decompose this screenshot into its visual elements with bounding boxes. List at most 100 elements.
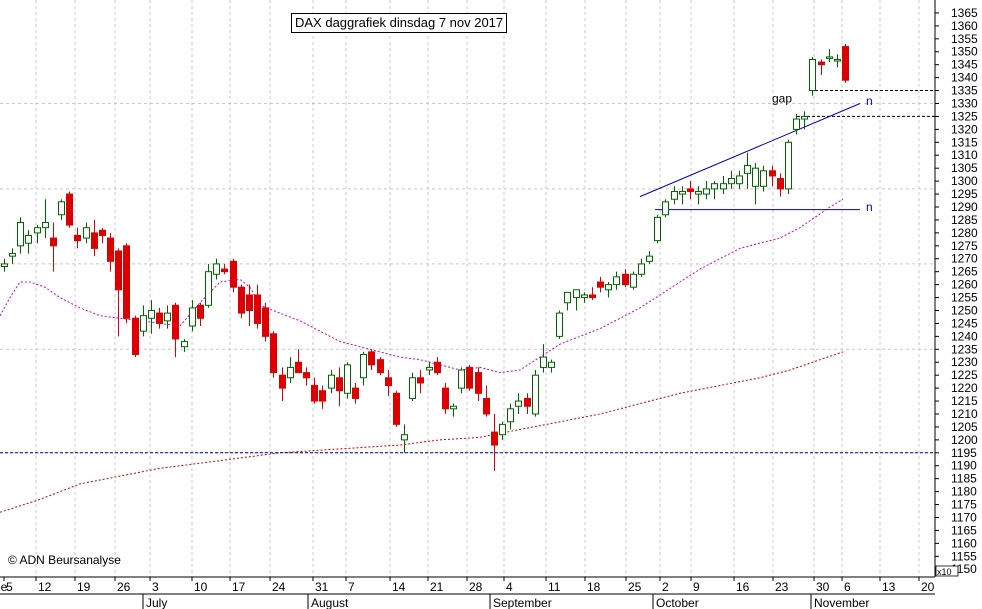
candle-body [115,250,122,291]
candle-body [450,405,457,410]
candle-body [564,291,571,304]
candle-body [483,397,490,415]
candle-body [793,118,800,130]
x-tick-label: 7 [348,580,355,594]
x-tick-label: 11 [548,580,561,594]
candle-body [148,309,155,319]
candle-body [687,188,694,192]
series-layer [0,198,844,513]
candle-body [605,284,612,291]
y-tick-label: 1210 [951,407,978,421]
candle-body [507,408,514,423]
candle-body [638,263,645,275]
y-tick-label: 1300 [951,174,978,188]
candle-body [458,369,465,389]
y-tick-label: 1350 [951,45,978,59]
candle-body [50,237,57,247]
candle-body [491,431,498,446]
x-tick-label: 21 [430,580,444,594]
moving-average-line [0,351,844,513]
candle-body [434,361,441,374]
annotation-layer: gap n n [772,91,873,214]
candle-body [246,294,253,311]
candle-body [589,294,596,299]
y-tick-label: 1220 [951,381,978,395]
x-tick-label: 13 [882,580,896,594]
candle-body [540,356,547,368]
candle-body [597,281,604,288]
candle-body [189,307,196,327]
y-tick-label: 1320 [951,122,978,136]
candle-body [132,317,139,355]
y-tick-label: 1215 [951,394,978,408]
chart-title: DAX daggrafiek dinsdag 7 nov 2017 [291,13,508,33]
candle-body [74,234,81,242]
x-tick-label: 10 [194,580,208,594]
candle-body [654,216,661,242]
x-tick-label: 23 [775,580,789,594]
x-tick-label: 9 [693,580,700,594]
x-tick-label: 4 [506,580,513,594]
candle-body [287,366,294,379]
x-tick-label: 3 [152,580,159,594]
candle-body [475,372,482,394]
candle-body [311,385,318,402]
candle-body [270,333,277,374]
candle-body [197,304,204,319]
candle-body [393,392,400,425]
candle-body [25,234,32,244]
x-tick-label: 2 [662,580,669,594]
x-tick-label: 19 [77,580,91,594]
y-tick-label: 1155 [951,549,977,563]
y-tick-label: 1365 [951,6,978,20]
candle-body [123,245,130,319]
y-tick-label: 1160 [951,536,977,550]
x-partial-label: ne [0,580,8,594]
candle-body [426,366,433,371]
y-tick-label: 1315 [951,135,978,149]
candle-body [556,312,563,337]
candle-body [728,178,735,185]
y-tick-label: 1310 [951,148,978,162]
candle-body [377,359,384,374]
candle-body [613,276,620,286]
y-tick-label: 1225 [951,368,978,382]
y-tick-label: 1265 [951,265,978,279]
candle-body [295,361,302,374]
candle-body [221,268,228,273]
y-tick-label: 1255 [951,291,978,305]
candle-body [58,201,65,216]
candle-body [319,390,326,402]
multiplier-label: x10 [937,567,952,577]
candle-body [409,377,416,399]
candle-body [662,201,669,216]
candle-body [352,387,359,399]
candle-body [736,175,743,185]
candle-body [785,141,792,190]
candle-body [303,372,310,379]
y-tick-label: 1245 [951,316,978,330]
candle-body [140,315,147,332]
candle-body [368,351,375,366]
y-tick-label: 1360 [951,19,978,33]
y-tick-label: 1290 [951,200,978,214]
y-tick-label: 1325 [951,109,978,123]
candle-body [703,188,710,195]
candle-body [417,377,424,384]
candle-body [532,374,539,415]
y-tick-label: 1355 [951,32,978,46]
candle-body [42,222,49,229]
annotation-label: gap [772,91,792,105]
grid-layer [0,0,935,577]
y-tick-label: 1275 [951,239,978,253]
candle-body [336,377,343,392]
lines-layer [0,90,935,454]
y-tick-label: 1340 [951,71,978,85]
y-tick-label: 1195 [951,446,977,460]
y-tick-label: 1285 [951,213,978,227]
annotation-label: n [866,200,873,214]
candle-body [809,59,816,92]
y-tick-label: 1260 [951,278,978,292]
candle-body [524,397,531,407]
y-tick-label: 1345 [951,58,978,72]
